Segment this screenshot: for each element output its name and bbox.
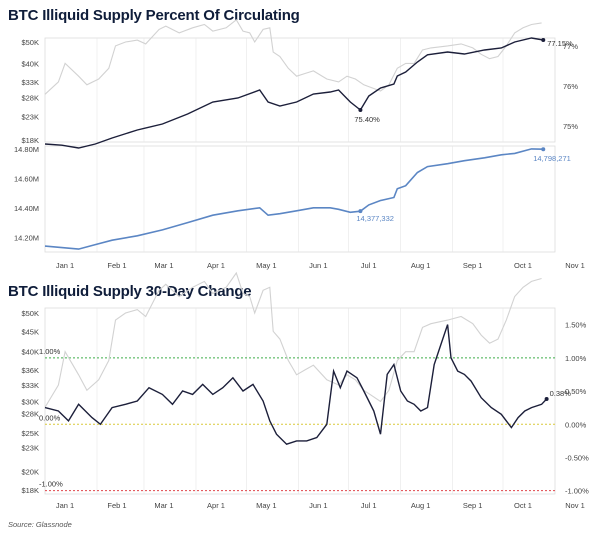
c1-right-tick-2: 77% xyxy=(563,42,578,51)
c2-left-tick-8: $40K xyxy=(21,348,39,357)
c2-left-tick-4: $28K xyxy=(21,409,39,418)
c2-left-tick-3: $25K xyxy=(21,429,39,438)
c2-left-tick-1: $20K xyxy=(21,468,39,477)
c1-supply-marker-1 xyxy=(541,147,546,152)
c2-right-tick-4: 1.00% xyxy=(565,354,587,363)
c1-xtick-7: Aug 1 xyxy=(411,261,431,270)
c1-illiquid-percent-line xyxy=(44,37,544,149)
c2-xtick-10: Nov 1 xyxy=(565,501,585,510)
c2-xtick-7: Aug 1 xyxy=(411,501,431,510)
c1-xtick-1: Feb 1 xyxy=(107,261,126,270)
c1-xtick-6: Jul 1 xyxy=(361,261,377,270)
c2-right-tick-1: -0.50% xyxy=(565,453,589,462)
c2-xtick-9: Oct 1 xyxy=(514,501,532,510)
c1-supply-tick-0: 14.20M xyxy=(14,233,39,242)
c2-change-line xyxy=(44,324,548,445)
c2-right-tick-2: 0.00% xyxy=(565,420,587,429)
c1-percent-marker-0 xyxy=(358,108,363,112)
c1-supply-label-1: 14,798,271 xyxy=(533,154,571,163)
c1-xtick-4: May 1 xyxy=(256,261,276,270)
c1-xtick-0: Jan 1 xyxy=(56,261,74,270)
c2-left-tick-9: $45K xyxy=(21,327,39,336)
c1-left-tick-0: $18K xyxy=(21,136,39,145)
c2-xtick-3: Apr 1 xyxy=(207,501,225,510)
c1-xtick-8: Sep 1 xyxy=(463,261,483,270)
chart-title-illiquid-percent: BTC Illiquid Supply Percent Of Circulati… xyxy=(8,7,300,24)
c2-right-tick-5: 1.50% xyxy=(565,321,587,330)
c1-bottom-frame xyxy=(44,145,556,253)
c1-percent-label-1: 77.15% xyxy=(547,39,573,48)
c1-right-tick-1: 76% xyxy=(563,82,578,91)
c1-left-tick-5: $50K xyxy=(21,38,39,47)
c2-left-tick-5: $30K xyxy=(21,398,39,407)
c1-percent-marker-1 xyxy=(541,38,546,42)
c1-supply-label-0: 14,377,332 xyxy=(356,214,394,223)
c1-left-tick-4: $40K xyxy=(21,59,39,68)
c1-top-frame xyxy=(44,37,556,143)
c2-ref-label-2: -1.00% xyxy=(39,480,63,489)
c1-supply-marker-0 xyxy=(358,209,363,214)
c2-left-tick-7: $36K xyxy=(21,366,39,375)
c2-ref-label-1: 0.00% xyxy=(39,413,61,422)
c2-left-tick-0: $18K xyxy=(21,486,39,495)
c2-xtick-0: Jan 1 xyxy=(56,501,74,510)
c2-xtick-5: Jun 1 xyxy=(309,501,327,510)
source-note: Source: Glassnode xyxy=(8,520,72,529)
c1-supply-tick-3: 14.80M xyxy=(14,145,39,154)
c2-ref-label-0: 1.00% xyxy=(39,347,61,356)
c2-xtick-8: Sep 1 xyxy=(463,501,483,510)
c2-xtick-6: Jul 1 xyxy=(361,501,377,510)
c2-xtick-2: Mar 1 xyxy=(154,501,173,510)
c1-xtick-3: Apr 1 xyxy=(207,261,225,270)
c1-xtick-10: Nov 1 xyxy=(565,261,585,270)
c2-change-label-0: 0.38% xyxy=(550,389,572,398)
c1-price-line xyxy=(44,18,542,95)
c2-right-tick-3: 0.50% xyxy=(565,387,587,396)
c1-left-tick-1: $23K xyxy=(21,112,39,121)
c1-xtick-5: Jun 1 xyxy=(309,261,327,270)
c1-left-tick-2: $28K xyxy=(21,94,39,103)
c2-xtick-1: Feb 1 xyxy=(107,501,126,510)
c1-illiquid-supply-line xyxy=(44,148,544,250)
c2-xtick-4: May 1 xyxy=(256,501,276,510)
c1-right-tick-0: 75% xyxy=(563,122,578,131)
c2-frame xyxy=(44,307,556,495)
c1-left-tick-3: $33K xyxy=(21,78,39,87)
c2-change-marker-0 xyxy=(544,397,549,402)
c2-price-line xyxy=(44,271,542,408)
c1-supply-tick-2: 14.60M xyxy=(14,174,39,183)
c2-left-tick-10: $50K xyxy=(21,309,39,318)
c1-supply-tick-1: 14.40M xyxy=(14,204,39,213)
c1-xtick-2: Mar 1 xyxy=(154,261,173,270)
chart-title-30day-change: BTC Illiquid Supply 30-Day Change xyxy=(8,283,252,300)
c2-left-tick-6: $33K xyxy=(21,381,39,390)
c2-left-tick-2: $23K xyxy=(21,444,39,453)
c2-right-tick-0: -1.00% xyxy=(565,487,589,496)
c1-xtick-9: Oct 1 xyxy=(514,261,532,270)
c1-percent-label-0: 75.40% xyxy=(354,115,380,124)
